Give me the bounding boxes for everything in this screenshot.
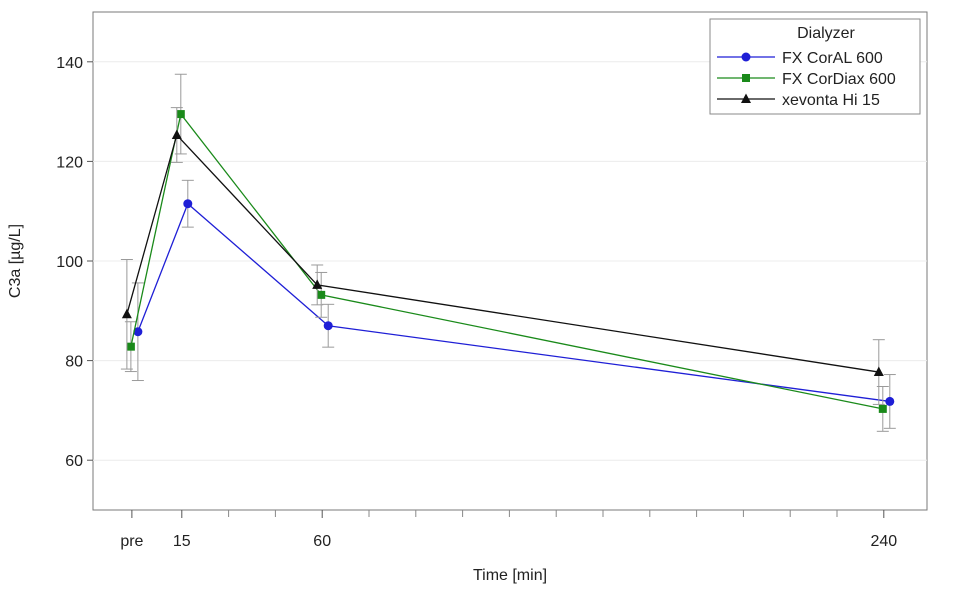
legend: Dialyzer FX CorAL 600 FX CorDiax 600 xevon… xyxy=(709,18,921,115)
series-line xyxy=(126,133,879,373)
legend-marker xyxy=(741,52,751,62)
legend-entries: FX CorAL 600 FX CorDiax 600 xevonta Hi 15 xyxy=(717,50,896,109)
y-axis-label: C3a [µg/L] xyxy=(7,224,24,298)
x-tick-label: pre xyxy=(120,533,143,550)
series-line xyxy=(130,112,883,410)
x-tick-label: 240 xyxy=(870,533,897,550)
series-layer xyxy=(120,73,896,432)
x-tick-label: 15 xyxy=(173,533,191,550)
y-tick-label: 80 xyxy=(65,354,83,371)
data-point xyxy=(171,129,182,140)
legend-title: Dialyzer xyxy=(797,25,855,42)
x-axis-label: Time [min] xyxy=(473,567,547,584)
legend-marker xyxy=(742,74,750,82)
legend-marker xyxy=(741,93,751,103)
data-point xyxy=(312,279,323,289)
y-axis: 60 80 100 120 140 xyxy=(56,55,93,470)
series xyxy=(131,179,896,429)
legend-label: xevonta Hi 15 xyxy=(782,92,880,109)
x-axis: pre 15 60 240 xyxy=(120,510,897,550)
legend-label: FX CorDiax 600 xyxy=(782,71,896,88)
data-point xyxy=(121,308,132,319)
y-tick-label: 100 xyxy=(56,254,83,271)
series xyxy=(124,73,889,432)
data-point xyxy=(126,342,135,351)
data-point xyxy=(873,366,884,377)
series-line xyxy=(137,202,890,403)
data-point xyxy=(317,290,326,299)
data-point xyxy=(323,321,333,331)
data-point xyxy=(176,110,185,119)
data-point xyxy=(133,327,143,337)
data-point xyxy=(885,396,895,406)
x-tick-label: 60 xyxy=(313,533,331,550)
y-tick-label: 120 xyxy=(56,154,83,171)
series xyxy=(120,107,885,405)
legend-label: FX CorAL 600 xyxy=(782,50,883,67)
data-point xyxy=(878,404,887,413)
y-tick-label: 60 xyxy=(65,453,83,470)
y-tick-label: 140 xyxy=(56,55,83,72)
data-point xyxy=(183,199,193,209)
